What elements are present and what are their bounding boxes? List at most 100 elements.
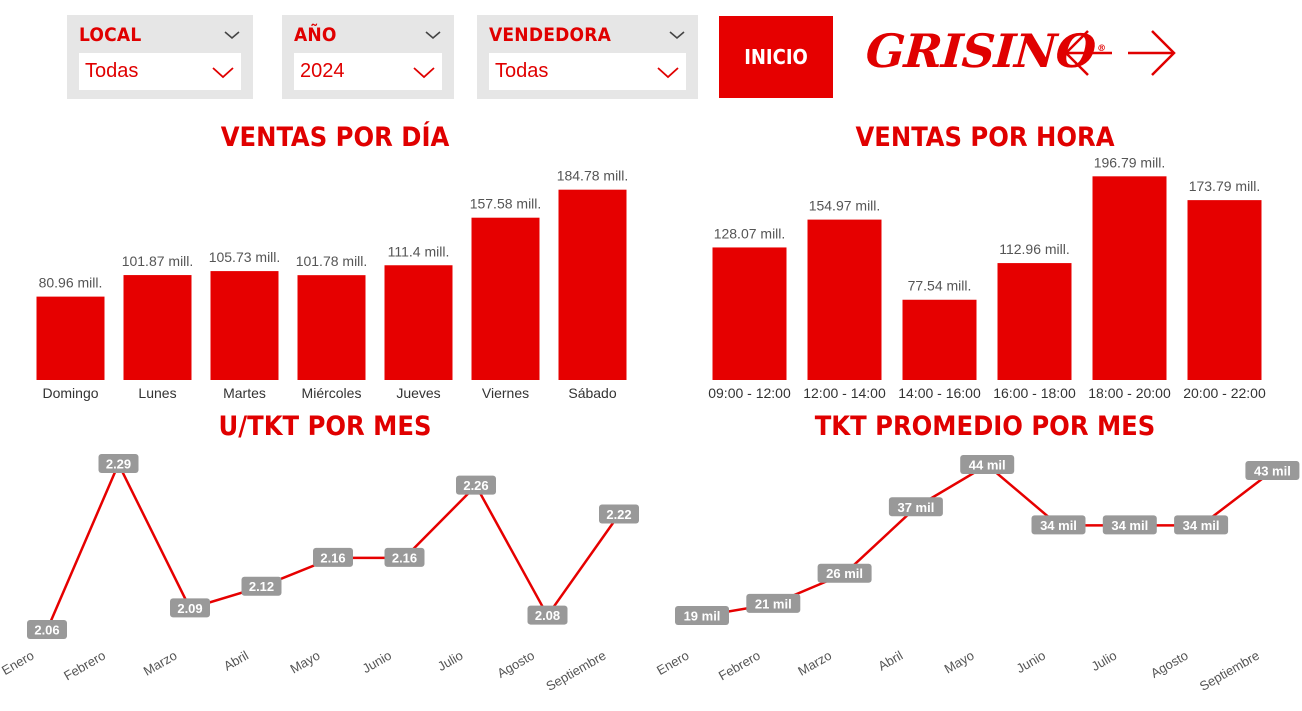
month-label: Septiembre: [543, 648, 608, 694]
point-label-bg: [1031, 515, 1086, 535]
point-label-bg: [888, 497, 943, 517]
point-label: 37 mil: [897, 500, 934, 515]
point-label-bg: [27, 620, 67, 639]
point-label: 2.26: [463, 478, 488, 493]
arrow-right-icon[interactable]: [1126, 28, 1178, 78]
point-label-bg: [746, 593, 801, 613]
bar: [712, 247, 787, 380]
category-label: Sábado: [568, 385, 616, 401]
month-label: Febrero: [61, 648, 108, 684]
category-label: 09:00 - 12:00: [708, 385, 791, 401]
data-label: 196.79 mill.: [1094, 154, 1166, 170]
month-label: Febrero: [716, 648, 763, 684]
point-label: 34 mil: [1183, 518, 1220, 533]
bar: [297, 275, 366, 380]
category-label: 20:00 - 22:00: [1183, 385, 1266, 401]
month-label: Julio: [1089, 648, 1120, 674]
month-label: Abril: [221, 648, 251, 674]
anio-slicer-title: AÑO: [294, 24, 337, 46]
bar: [1187, 200, 1262, 380]
chevron-down-icon: [212, 66, 234, 78]
point-label-bg: [817, 563, 872, 583]
category-label: Viernes: [482, 385, 529, 401]
month-label: Julio: [435, 648, 466, 674]
point-label-bg: [675, 606, 729, 625]
inicio-button[interactable]: INICIO: [719, 16, 833, 98]
category-label: 18:00 - 20:00: [1088, 385, 1171, 401]
chevron-down-icon: [657, 66, 679, 78]
category-label: 14:00 - 16:00: [898, 385, 981, 401]
category-label: Jueves: [396, 385, 440, 401]
point-label-bg: [241, 576, 282, 596]
arrow-left-icon[interactable]: [1062, 28, 1114, 78]
point-label: 2.22: [606, 507, 631, 522]
chevron-down-icon[interactable]: [668, 29, 686, 41]
anio-slicer[interactable]: AÑO 2024: [282, 15, 454, 99]
point-label: 2.29: [106, 457, 131, 472]
point-label: 2.16: [392, 550, 417, 565]
month-label: Junio: [360, 648, 394, 677]
local-slicer[interactable]: LOCAL Todas: [67, 15, 253, 99]
point-label: 2.06: [34, 623, 59, 638]
category-label: Lunes: [138, 385, 176, 401]
point-label-bg: [313, 547, 353, 567]
point-label: 21 mil: [755, 596, 792, 611]
month-label: Mayo: [287, 648, 322, 677]
chevron-down-icon[interactable]: [424, 29, 442, 41]
anio-dropdown-value: 2024: [300, 60, 345, 82]
point-label: 19 mil: [684, 609, 721, 624]
point-label-bg: [527, 605, 568, 625]
bar: [123, 275, 192, 380]
data-label: 128.07 mill.: [714, 225, 786, 241]
point-label-bg: [1174, 515, 1229, 535]
chevron-down-icon[interactable]: [223, 29, 241, 41]
series-line: [701, 463, 1274, 618]
bar: [36, 296, 105, 380]
point-label: 2.09: [177, 601, 202, 616]
data-label: 101.87 mill.: [122, 253, 194, 269]
month-label: Junio: [1014, 648, 1048, 677]
point-label: 44 mil: [969, 458, 1006, 473]
point-label-bg: [1102, 515, 1157, 535]
point-label-bg: [599, 504, 639, 524]
vendedora-slicer-title: VENDEDORA: [489, 24, 612, 46]
anio-dropdown[interactable]: 2024: [294, 53, 442, 90]
data-label: 173.79 mill.: [1189, 178, 1261, 194]
month-label: Mayo: [942, 648, 977, 677]
point-label: 34 mil: [1040, 518, 1077, 533]
data-label: 111.4 mill.: [388, 243, 450, 259]
month-label: Marzo: [795, 648, 834, 679]
month-label: Agosto: [494, 648, 537, 681]
data-label: 101.78 mill.: [296, 253, 368, 269]
data-label: 77.54 mill.: [908, 278, 972, 294]
category-label: 12:00 - 14:00: [803, 385, 886, 401]
tkt-promedio-por-mes-title: TKT PROMEDIO POR MES: [814, 411, 1156, 442]
point-label-bg: [98, 454, 139, 473]
bar: [558, 189, 627, 380]
data-label: 105.73 mill.: [209, 249, 281, 265]
category-label: Miércoles: [302, 385, 362, 401]
month-label: Marzo: [141, 648, 180, 679]
month-label: Abril: [875, 648, 905, 674]
vendedora-dropdown-value: Todas: [495, 60, 549, 82]
point-label: 34 mil: [1111, 518, 1148, 533]
point-label-bg: [960, 455, 1015, 474]
local-dropdown-value: Todas: [85, 60, 139, 82]
local-dropdown[interactable]: Todas: [79, 53, 241, 90]
vendedora-slicer[interactable]: VENDEDORA Todas: [477, 15, 698, 99]
local-slicer-title: LOCAL: [79, 24, 142, 46]
point-label-bg: [456, 475, 496, 495]
data-label: 157.58 mill.: [470, 196, 542, 212]
vendedora-dropdown[interactable]: Todas: [489, 53, 686, 90]
category-label: Martes: [223, 385, 266, 401]
chevron-down-icon: [413, 66, 435, 78]
month-label: Enero: [0, 648, 36, 678]
point-label: 43 mil: [1254, 464, 1291, 479]
series-line: [45, 461, 621, 631]
data-label: 112.96 mill.: [999, 241, 1070, 257]
bar: [902, 299, 977, 380]
u-tkt-por-mes-title: U/TKT POR MES: [218, 411, 432, 442]
bar: [807, 219, 882, 380]
ventas-por-hora-title: VENTAS POR HORA: [855, 122, 1115, 153]
